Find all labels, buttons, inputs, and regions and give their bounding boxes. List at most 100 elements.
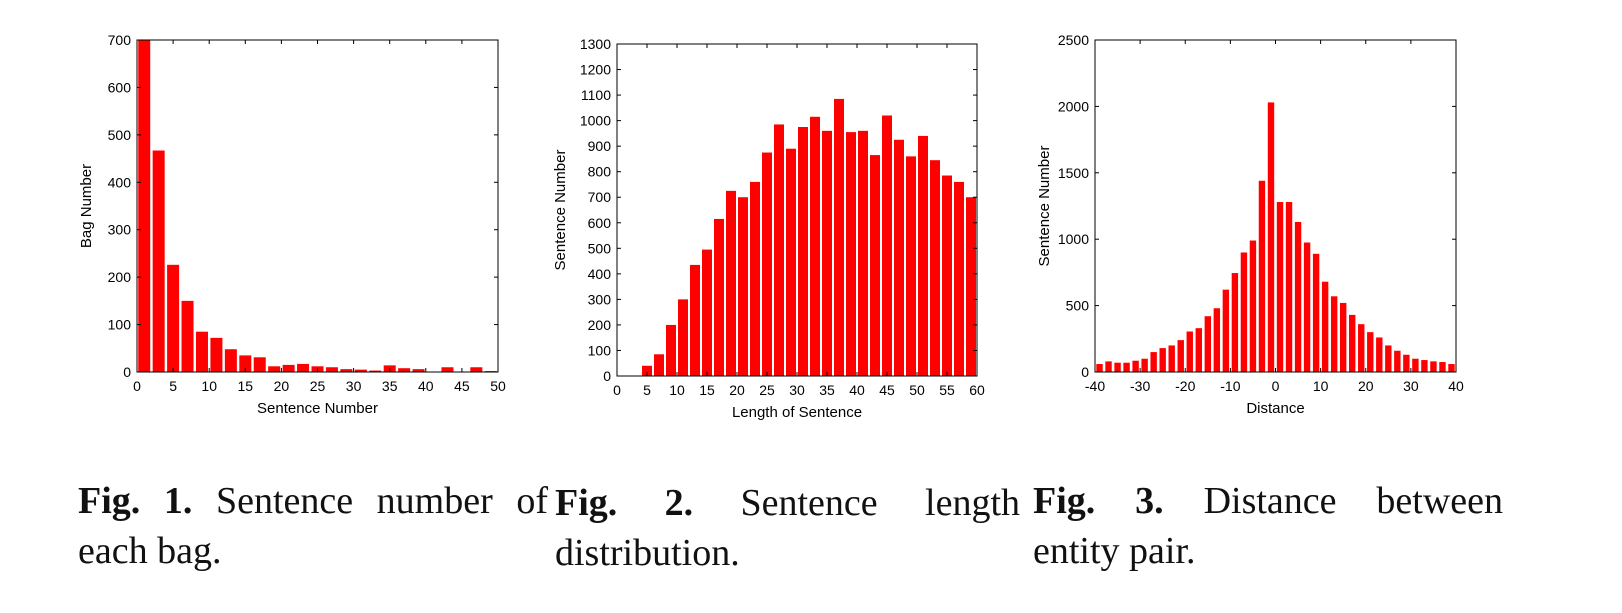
bar bbox=[138, 40, 151, 372]
y-tick-label: 0 bbox=[123, 364, 131, 380]
bar bbox=[738, 197, 748, 376]
bar bbox=[690, 264, 700, 376]
bar bbox=[340, 369, 353, 372]
y-tick-label: 300 bbox=[108, 222, 132, 238]
caption-text-3: Distance between entity pair. bbox=[1033, 480, 1503, 572]
bar bbox=[1204, 316, 1212, 372]
y-tick-label: 400 bbox=[108, 174, 132, 190]
x-tick-label: 45 bbox=[879, 382, 895, 398]
bar bbox=[1339, 302, 1347, 372]
bar bbox=[846, 132, 856, 376]
x-tick-label: 30 bbox=[789, 382, 805, 398]
bar bbox=[642, 365, 652, 376]
bar bbox=[798, 127, 808, 376]
y-axis-label: Sentence Number bbox=[552, 150, 569, 271]
bar bbox=[726, 190, 736, 376]
bar bbox=[1276, 202, 1284, 372]
bar bbox=[1222, 289, 1230, 372]
bar bbox=[1385, 345, 1392, 372]
figure-caption-2: Fig. 2. Sentence length distribution. bbox=[555, 478, 1020, 578]
y-tick-label: 800 bbox=[588, 164, 612, 180]
x-axis-label: Length of Sentence bbox=[732, 404, 862, 421]
chart-1: 0 5 10 15 20 25 30 35 40 45 5001002003004005006007… bbox=[78, 32, 506, 417]
bar bbox=[1258, 180, 1266, 372]
y-tick-label: 500 bbox=[1066, 298, 1090, 314]
bar bbox=[1412, 358, 1419, 372]
y-tick-label: 200 bbox=[588, 317, 612, 333]
bar bbox=[1330, 296, 1338, 372]
bar bbox=[954, 181, 964, 376]
bar bbox=[822, 130, 832, 376]
bar bbox=[441, 367, 454, 372]
y-tick-label: 1300 bbox=[580, 36, 611, 52]
bar bbox=[1367, 332, 1374, 372]
x-tick-label: 20 bbox=[1358, 378, 1374, 394]
y-tick-label: 500 bbox=[108, 127, 132, 143]
y-tick-label: 1100 bbox=[581, 87, 611, 103]
bar bbox=[666, 324, 676, 376]
x-tick-label: -20 bbox=[1175, 378, 1195, 394]
bar bbox=[1213, 308, 1221, 372]
bar bbox=[1285, 202, 1293, 372]
bar bbox=[1439, 362, 1446, 372]
y-tick-label: 0 bbox=[1081, 364, 1089, 380]
bar bbox=[1096, 364, 1103, 372]
y-tick-label: 1000 bbox=[580, 113, 611, 129]
figure-caption-3: Fig. 3. Distance between entity pair. bbox=[1033, 476, 1503, 576]
bar bbox=[1195, 328, 1202, 372]
x-tick-label: -10 bbox=[1220, 378, 1240, 394]
x-tick-label: 20 bbox=[729, 382, 745, 398]
bar bbox=[834, 98, 844, 377]
bar bbox=[239, 355, 252, 372]
x-tick-label: 45 bbox=[454, 378, 470, 394]
figure-label-2: Fig. 2. bbox=[555, 482, 694, 524]
bar bbox=[1421, 360, 1428, 372]
bar bbox=[750, 181, 760, 376]
bar bbox=[224, 349, 237, 372]
figure-label-3: Fig. 3. bbox=[1033, 480, 1164, 522]
bar bbox=[894, 139, 904, 376]
bar bbox=[1448, 364, 1455, 372]
x-tick-label: 10 bbox=[669, 382, 685, 398]
bar bbox=[1159, 348, 1166, 372]
bar bbox=[1132, 360, 1139, 372]
bar bbox=[412, 369, 425, 372]
y-axis-label: Bag Number bbox=[78, 164, 95, 248]
bar bbox=[1294, 221, 1302, 372]
x-tick-label: 0 bbox=[133, 378, 141, 394]
bar bbox=[1403, 354, 1410, 372]
bar bbox=[325, 367, 338, 372]
bar bbox=[195, 331, 208, 372]
y-tick-label: 700 bbox=[588, 189, 612, 205]
bar bbox=[858, 130, 868, 376]
bar bbox=[654, 354, 664, 376]
y-tick-label: 300 bbox=[588, 291, 612, 307]
x-tick-label: 35 bbox=[819, 382, 835, 398]
x-tick-label: 40 bbox=[1448, 378, 1464, 394]
bar bbox=[470, 367, 483, 372]
x-tick-label: 60 bbox=[969, 382, 985, 398]
bar bbox=[1321, 281, 1329, 372]
bar bbox=[1168, 345, 1175, 372]
bar bbox=[369, 370, 382, 372]
y-tick-label: 100 bbox=[588, 342, 612, 358]
bar bbox=[870, 155, 880, 376]
bar bbox=[152, 150, 165, 372]
bar bbox=[1150, 352, 1157, 372]
y-tick-label: 200 bbox=[108, 269, 132, 285]
x-tick-label: 5 bbox=[643, 382, 651, 398]
y-tick-label: 700 bbox=[108, 32, 132, 48]
y-tick-label: 2000 bbox=[1058, 98, 1089, 114]
x-tick-label: -30 bbox=[1130, 378, 1150, 394]
bar bbox=[1177, 340, 1184, 372]
bar bbox=[702, 249, 712, 376]
plot-frame bbox=[1094, 39, 1457, 373]
bar bbox=[966, 197, 976, 376]
x-tick-label: 30 bbox=[346, 378, 362, 394]
chart-3: -40 -30 -20 -10 0 10 20 30 40 0 500 1000 1500 2000 250… bbox=[1036, 32, 1464, 417]
bar bbox=[714, 218, 724, 376]
x-tick-label: 20 bbox=[274, 378, 290, 394]
bar bbox=[398, 368, 411, 372]
bar bbox=[1123, 362, 1130, 372]
